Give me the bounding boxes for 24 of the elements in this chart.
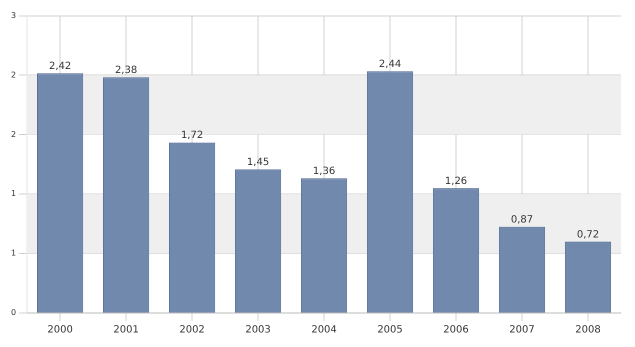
y-tick-label: 1 [10, 189, 16, 198]
y-tick-label: 2 [10, 70, 16, 80]
y-tick-label: 1 [10, 248, 16, 258]
data-label: 1,26 [444, 176, 468, 187]
data-label: 1,36 [312, 166, 336, 177]
data-label: 2,38 [114, 64, 138, 76]
x-tick-label: 2005 [377, 324, 403, 336]
x-tick-label: 2003 [245, 324, 271, 336]
y-tick-label: 0 [10, 308, 16, 318]
x-tick-label: 2000 [47, 324, 73, 336]
y-tick-label: 2 [10, 130, 16, 139]
x-tick-label: 2001 [113, 324, 139, 336]
x-tick-label: 2006 [443, 324, 469, 336]
data-label: 0,87 [510, 214, 534, 226]
x-tick-label: 2004 [311, 324, 337, 336]
x-tick-label: 2002 [179, 324, 205, 336]
y-tick-label: 3 [10, 10, 16, 20]
data-label: 2,42 [48, 60, 72, 72]
x-tick-label: 2008 [575, 324, 601, 336]
data-label: 0,72 [576, 229, 600, 240]
data-label: 2,44 [378, 58, 402, 70]
data-label: 1,45 [246, 156, 270, 168]
data-label: 1,72 [180, 130, 204, 142]
x-tick-label: 2007 [509, 324, 535, 336]
